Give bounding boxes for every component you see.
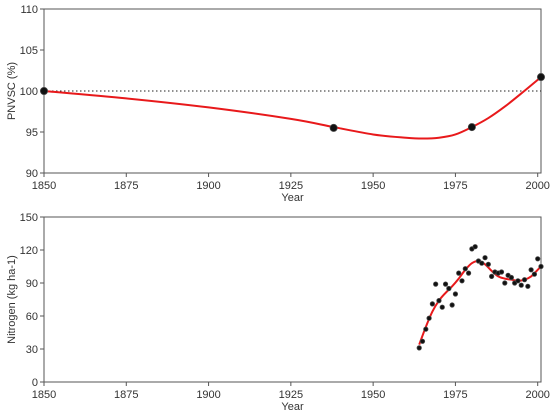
x-tick-label: 1925 (279, 180, 303, 192)
x-tick-label: 1875 (114, 389, 138, 401)
data-point (423, 326, 429, 332)
data-point (436, 297, 442, 304)
data-point (482, 255, 488, 261)
chart-panel-1: 90 95 100 105 110 1850 1875 1900 1925 1950 1975 200… (6, 4, 550, 204)
x-tick-label: 1975 (443, 180, 467, 192)
y-tick-label: 150 (20, 212, 38, 224)
y-tick-label: 90 (26, 278, 38, 290)
data-point (538, 263, 544, 270)
x-tick-label: 1850 (32, 389, 56, 401)
data-point (515, 278, 521, 284)
data-point (40, 87, 49, 96)
y-tick-label: 95 (26, 127, 38, 139)
y-tick-label: 30 (26, 344, 38, 356)
y-tick-label: 100 (20, 86, 38, 98)
data-point (498, 269, 505, 275)
plot-frame (43, 216, 542, 383)
data-point (525, 283, 531, 289)
data-point (485, 261, 491, 267)
x-tick-label: 2000 (525, 389, 549, 401)
fit-curve (43, 76, 542, 140)
data-point (531, 271, 538, 277)
data-point (502, 280, 508, 286)
x-axis-label: Year (281, 401, 304, 413)
data-point (449, 302, 455, 308)
data-point (521, 277, 528, 283)
fit-curve (418, 259, 542, 345)
data-point (489, 273, 495, 279)
data-point (419, 338, 426, 344)
x-tick-label: 2000 (525, 180, 549, 192)
x-tick-label: 1900 (196, 180, 220, 192)
data-point (465, 270, 472, 276)
x-tick-label: 1875 (114, 180, 138, 192)
x-tick-label: 1850 (32, 180, 56, 192)
data-point (429, 301, 435, 307)
data-point (416, 345, 422, 351)
data-point (462, 266, 468, 272)
chart-panel-2: 0 30 60 90 120 150 1850 1875 1900 1925 1950 1975 200… (6, 212, 550, 413)
data-point (329, 123, 338, 132)
data-point (439, 304, 445, 310)
data-point (472, 244, 478, 250)
data-point (456, 270, 462, 276)
data-point (452, 291, 459, 297)
y-tick-label: 120 (20, 245, 38, 257)
x-tick-label: 1900 (196, 389, 220, 401)
data-point (442, 281, 449, 287)
y-axis-label: PNVSC (%) (6, 62, 18, 120)
data-point (528, 267, 534, 273)
x-tick-label: 1950 (361, 180, 385, 192)
x-tick-label: 1925 (279, 389, 303, 401)
y-axis-label: Nitrogen (kg ha-1) (6, 255, 18, 344)
y-tick-label: 90 (26, 168, 38, 180)
data-point (518, 282, 524, 288)
data-point (426, 315, 432, 321)
x-tick-label: 1950 (361, 389, 385, 401)
data-point (537, 73, 546, 82)
data-point (467, 123, 476, 132)
data-point (508, 274, 514, 281)
y-tick-label: 110 (20, 4, 38, 16)
y-tick-label: 60 (26, 311, 38, 323)
data-point (535, 256, 541, 262)
x-axis-label: Year (281, 192, 304, 204)
y-tick-label: 105 (20, 45, 38, 57)
data-point (459, 278, 465, 284)
data-point (433, 281, 439, 287)
data-point (479, 260, 485, 266)
x-tick-label: 1975 (443, 389, 467, 401)
y-tick-label: 0 (32, 377, 38, 389)
data-point (446, 285, 452, 292)
